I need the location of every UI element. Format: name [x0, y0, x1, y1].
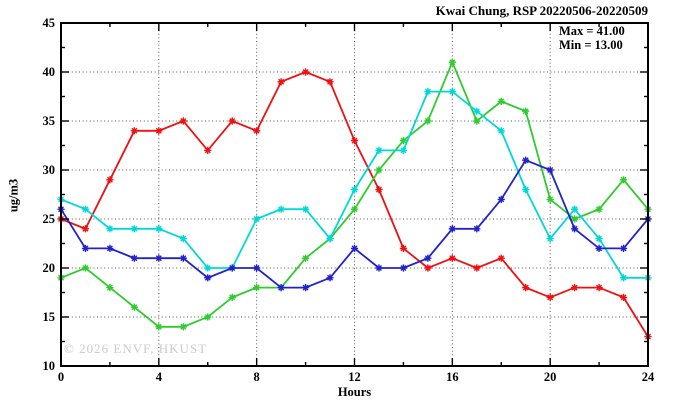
y-tick-label: 40 [43, 65, 56, 79]
x-tick-label: 24 [642, 370, 655, 384]
y-tick-label: 20 [43, 261, 56, 275]
x-axis-title: Hours [337, 385, 372, 399]
y-tick-label: 45 [43, 16, 56, 30]
min-value-label: Min = 13.00 [559, 37, 623, 52]
max-value-label: Max = 41.00 [559, 24, 625, 38]
y-tick-label: 15 [43, 310, 56, 324]
y-tick-label: 25 [43, 212, 56, 226]
series-red-markers [57, 68, 652, 341]
x-tick-label: 8 [254, 370, 260, 384]
x-tick-label: 16 [446, 370, 459, 384]
x-tick-label: 12 [348, 370, 361, 384]
gridlines [61, 23, 648, 366]
series-blue [57, 156, 652, 292]
x-tick-label: 20 [544, 370, 557, 384]
x-tick-label: 0 [58, 370, 64, 384]
watermark: © 2026 ENVF, HKUST [64, 341, 208, 356]
tick-labels: 0 4 8 12 16 20 24 10 15 20 25 30 35 40 45 [43, 16, 656, 384]
series-red [57, 68, 652, 341]
y-tick-label: 30 [43, 163, 56, 177]
chart-title: Kwai Chung, RSP 20220506-20220509 [435, 3, 648, 18]
max-min-annotation: Max = 41.00 Min = 13.00 [559, 24, 625, 52]
x-tick-label: 4 [156, 370, 163, 384]
y-tick-label: 35 [43, 114, 56, 128]
y-axis-title: ug/m3 [6, 178, 21, 213]
axes [60, 22, 649, 367]
y-tick-label: 10 [43, 359, 56, 373]
